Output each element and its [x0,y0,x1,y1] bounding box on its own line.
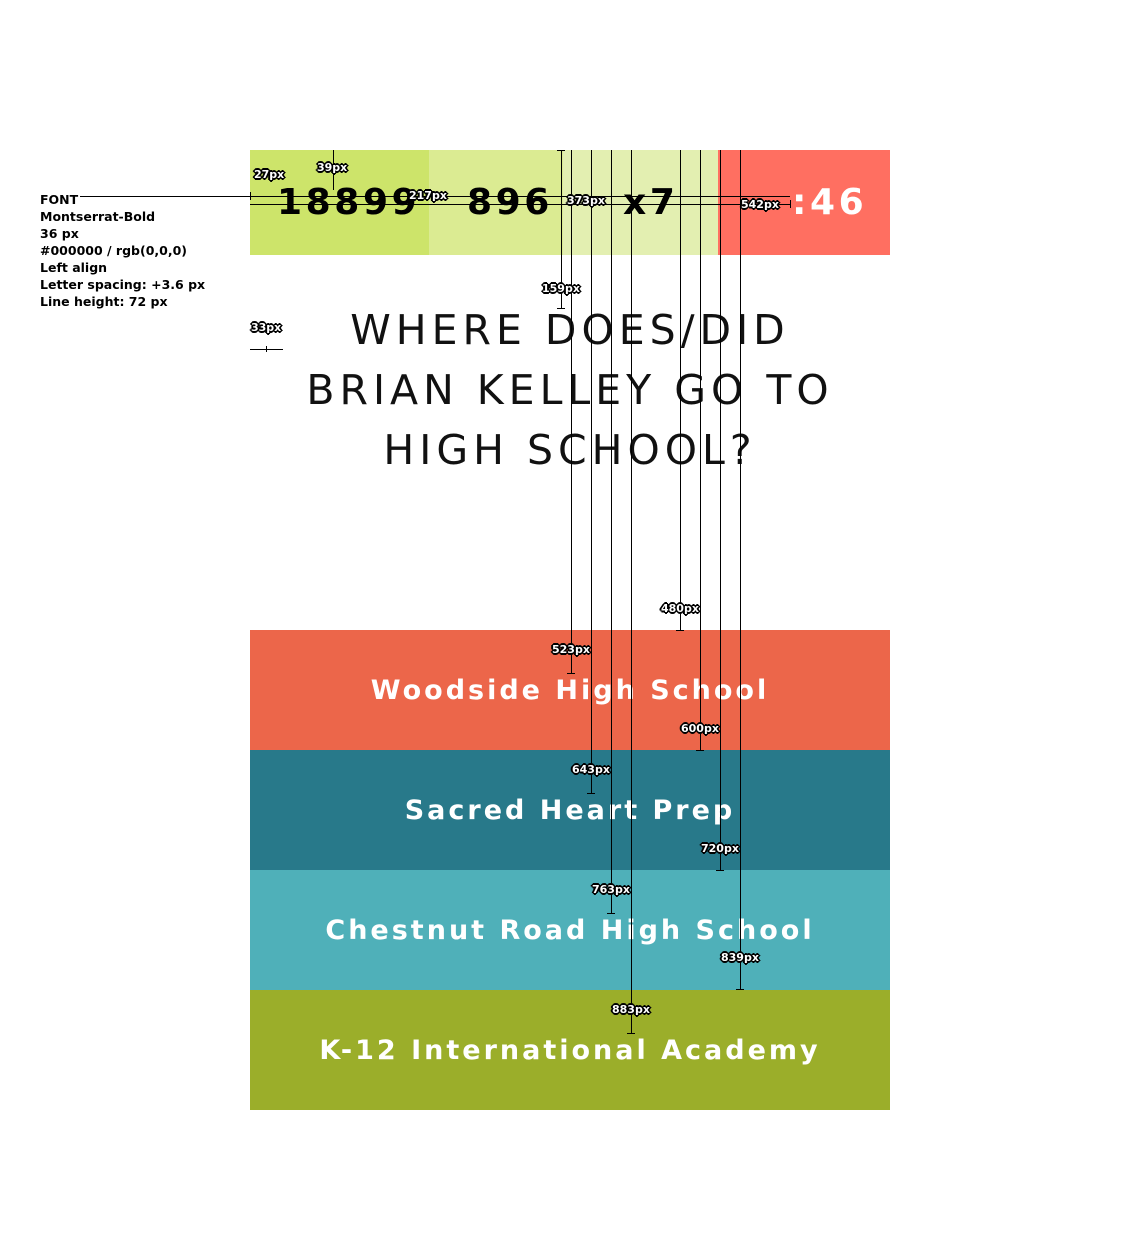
question-line: HIGH SCHOOL? [383,426,757,474]
score-segment [250,150,429,255]
points-value: 896 [467,182,553,223]
font-spec-leader-line [80,196,250,197]
measure-label: 159px [542,282,580,295]
score-bar: 18899 896 x7 :46 [250,150,890,255]
timer-segment [718,150,890,255]
font-spec-line: Left align [40,260,108,275]
multiplier-segment [563,150,718,255]
multiplier-value: x7 [623,182,679,223]
answer-option-1[interactable]: Woodside High School [250,630,890,750]
font-spec-line: Letter spacing: +3.6 px [40,277,206,292]
question-line: BRIAN KELLEY GO TO [306,366,834,414]
timer-value: :46 [792,182,868,223]
font-spec-line: 36 px [40,226,79,241]
question-text: WHERE DOES/DID BRIAN KELLEY GO TO HIGH S… [250,300,890,480]
measure-label: 480px [661,602,699,615]
answer-option-4[interactable]: K-12 International Academy [250,990,890,1110]
score-value: 18899 [277,182,421,223]
answer-option-2[interactable]: Sacred Heart Prep [250,750,890,870]
font-spec-title: FONT [40,192,79,207]
answer-list: Woodside High School Sacred Heart Prep C… [250,630,890,1110]
question-line: WHERE DOES/DID [350,306,790,354]
font-spec-line: #000000 / rgb(0,0,0) [40,243,188,258]
font-spec-line: Line height: 72 px [40,294,168,309]
font-spec-line: Montserrat-Bold [40,209,156,224]
font-spec-note: FONT Montserrat-Bold 36 px #000000 / rgb… [40,191,205,310]
answer-option-3[interactable]: Chestnut Road High School [250,870,890,990]
streak-segment [429,150,563,255]
